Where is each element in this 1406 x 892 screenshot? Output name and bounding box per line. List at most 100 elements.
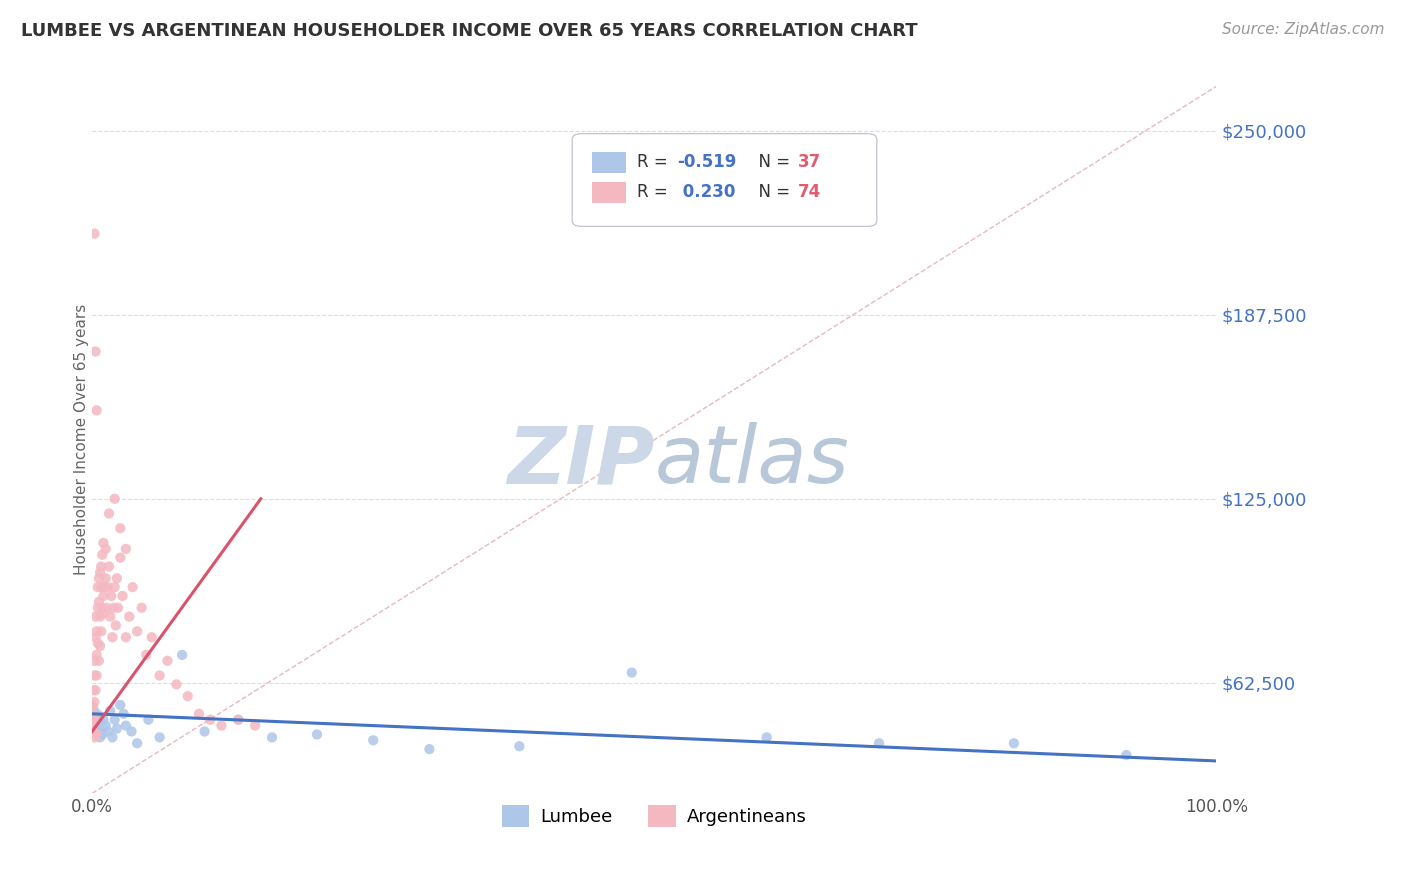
Point	[305, 727, 328, 741]
Text: ZIP: ZIP	[506, 422, 654, 500]
Point	[121, 580, 143, 594]
Point	[97, 580, 120, 594]
Point	[115, 718, 138, 732]
Point	[82, 718, 104, 732]
Text: atlas: atlas	[654, 422, 849, 500]
Point	[84, 713, 107, 727]
Text: N =: N =	[748, 153, 794, 171]
Point	[107, 600, 129, 615]
Point	[98, 559, 121, 574]
Point	[755, 731, 778, 745]
Point	[361, 733, 384, 747]
Point	[93, 589, 115, 603]
Point	[93, 713, 115, 727]
Point	[87, 654, 110, 668]
Text: -0.519: -0.519	[676, 153, 737, 171]
Point	[115, 541, 138, 556]
Point	[89, 609, 111, 624]
Point	[82, 718, 104, 732]
Point	[101, 630, 124, 644]
Point	[104, 618, 127, 632]
Point	[118, 609, 141, 624]
Point	[149, 731, 172, 745]
FancyBboxPatch shape	[572, 134, 877, 227]
Point	[84, 609, 107, 624]
Point	[620, 665, 643, 680]
Point	[131, 600, 153, 615]
Point	[104, 580, 127, 594]
Point	[104, 713, 127, 727]
Point	[83, 731, 105, 745]
Point	[110, 698, 132, 712]
Text: R =: R =	[637, 183, 679, 201]
Legend: Lumbee, Argentineans: Lumbee, Argentineans	[495, 797, 814, 834]
Point	[84, 344, 107, 359]
Point	[105, 571, 128, 585]
Point	[96, 600, 118, 615]
Point	[89, 731, 111, 745]
Point	[90, 624, 112, 639]
Point	[94, 541, 117, 556]
Point	[1115, 747, 1137, 762]
Point	[87, 722, 110, 736]
FancyBboxPatch shape	[592, 153, 626, 173]
Point	[172, 648, 194, 662]
Point	[156, 654, 179, 668]
Point	[86, 648, 108, 662]
Text: N =: N =	[748, 183, 794, 201]
Y-axis label: Householder Income Over 65 years: Householder Income Over 65 years	[73, 304, 89, 575]
Point	[83, 668, 105, 682]
Point	[226, 713, 249, 727]
Point	[87, 580, 110, 594]
Point	[211, 718, 233, 732]
Point	[121, 724, 143, 739]
Point	[86, 727, 108, 741]
Point	[82, 724, 104, 739]
Point	[97, 724, 120, 739]
Point	[135, 648, 157, 662]
Point	[138, 713, 160, 727]
Point	[112, 706, 135, 721]
Point	[91, 548, 114, 562]
Point	[91, 600, 114, 615]
Point	[89, 639, 111, 653]
Point	[127, 624, 149, 639]
Point	[82, 701, 104, 715]
Point	[90, 559, 112, 574]
Point	[868, 736, 890, 750]
Point	[111, 589, 134, 603]
Point	[90, 710, 112, 724]
Point	[83, 715, 105, 730]
Point	[105, 722, 128, 736]
Point	[86, 403, 108, 417]
Point	[1002, 736, 1025, 750]
Point	[141, 630, 163, 644]
Point	[82, 706, 104, 721]
Text: 37: 37	[799, 153, 821, 171]
Point	[87, 571, 110, 585]
Point	[89, 566, 111, 580]
Point	[194, 724, 217, 739]
Point	[101, 731, 124, 745]
Point	[86, 668, 108, 682]
Point	[93, 580, 115, 594]
Point	[82, 698, 104, 712]
Point	[94, 571, 117, 585]
Point	[200, 713, 222, 727]
Point	[91, 727, 114, 741]
Point	[508, 739, 530, 754]
Point	[226, 713, 249, 727]
Point	[82, 683, 104, 698]
Point	[93, 536, 115, 550]
Point	[188, 706, 211, 721]
Point	[83, 695, 105, 709]
Point	[82, 724, 104, 739]
Point	[86, 706, 108, 721]
Point	[90, 580, 112, 594]
Point	[84, 630, 107, 644]
Point	[110, 521, 132, 535]
Point	[115, 630, 138, 644]
Point	[84, 724, 107, 739]
Point	[260, 731, 283, 745]
Text: 74: 74	[799, 183, 821, 201]
